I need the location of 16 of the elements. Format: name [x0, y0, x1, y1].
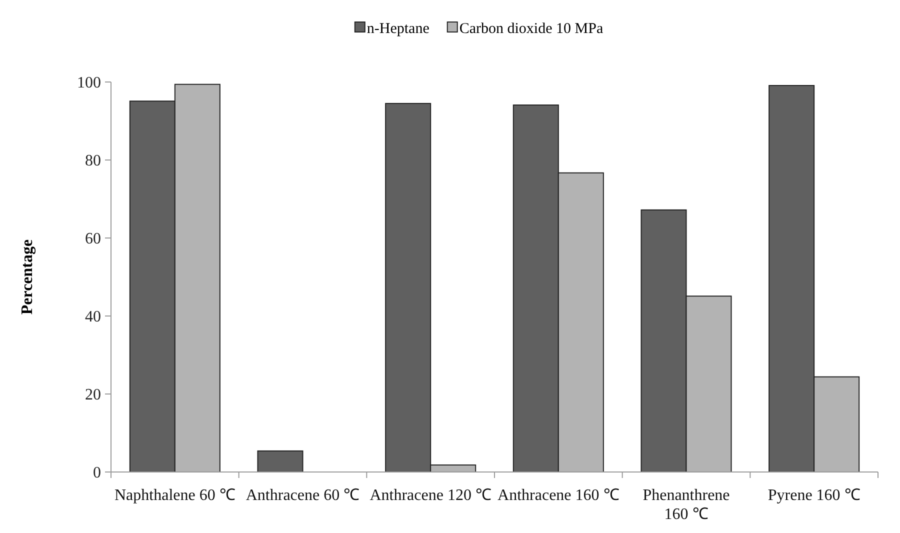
y-tick-label: 80 — [85, 152, 101, 170]
y-axis-title: Percentage — [19, 239, 36, 315]
x-tick-label: Anthracene 120 ℃ — [370, 487, 492, 504]
y-tick-label: 0 — [93, 464, 101, 482]
y-tick-label: 60 — [85, 230, 101, 248]
y-tick-label: 20 — [85, 386, 101, 404]
legend-label: n-Heptane — [366, 21, 430, 37]
legend-label: Carbon dioxide 10 MPa — [459, 21, 604, 37]
x-tick-label: Anthracene 160 ℃ — [498, 487, 620, 504]
y-tick-label: 40 — [85, 308, 101, 326]
y-tick-label: 100 — [77, 74, 101, 92]
bar — [257, 450, 304, 472]
x-tick-label: Anthracene 60 ℃ — [246, 487, 360, 504]
x-tick-label: Phenanthrene 160 ℃ — [642, 487, 730, 523]
x-tick-label: Naphthalene 60 ℃ — [114, 487, 236, 504]
x-tick-label: Pyrene 160 ℃ — [768, 487, 860, 504]
